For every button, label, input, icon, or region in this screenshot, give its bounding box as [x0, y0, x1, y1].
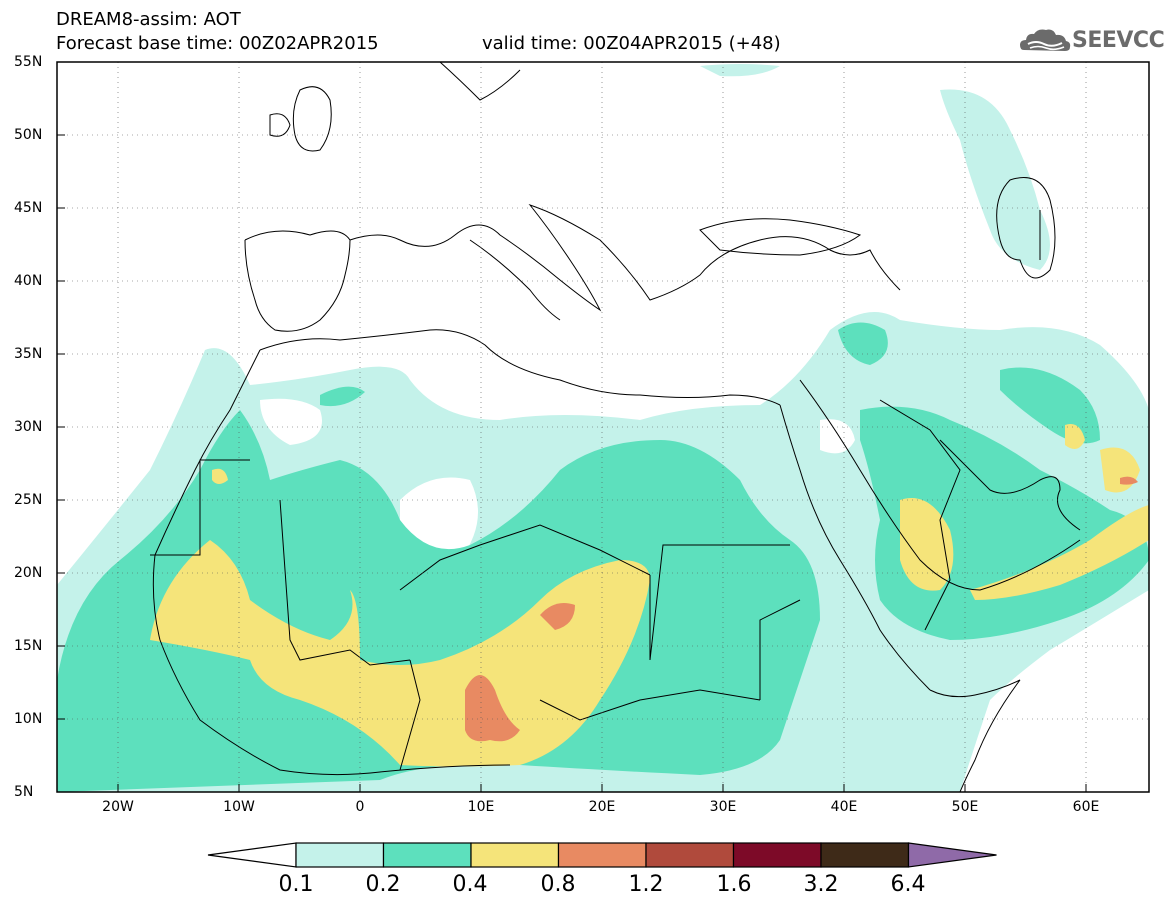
colorbar [207, 842, 997, 868]
lon-label: 10E [467, 799, 495, 815]
colorbar-box [557, 842, 647, 868]
lat-label: 15N [14, 638, 43, 654]
lat-label: 30N [14, 419, 43, 435]
aot-level-0.4 [1065, 424, 1085, 449]
lat-label: 5N [14, 784, 34, 800]
aot-level-0.8 [465, 675, 520, 742]
colorbar-arrow-high [907, 842, 997, 868]
lon-label: 20W [102, 799, 134, 815]
colorbar-label: 0.1 [278, 872, 314, 897]
aot-level-0.2 [320, 386, 365, 407]
aot-level-0.8 [1120, 476, 1138, 485]
logo-text: SEEVCCC [1072, 28, 1165, 53]
colorbar-box [470, 842, 560, 868]
lat-label: 40N [14, 273, 43, 289]
lat-label: 45N [14, 200, 43, 216]
lon-label: 30E [709, 799, 737, 815]
lon-label: 10W [223, 799, 255, 815]
lat-label: 55N [14, 54, 43, 70]
aot-level-0.2 [838, 322, 888, 365]
aot-level-0.2 [57, 410, 820, 792]
colorbar-box [820, 842, 910, 868]
valid-time: valid time: 00Z04APR2015 (+48) [482, 33, 781, 54]
colorbar-box [732, 842, 822, 868]
lon-label: 0 [355, 799, 365, 815]
map-title: DREAM8-assim: AOT [56, 9, 241, 30]
colorbar-arrow-low [207, 842, 297, 868]
aot-level-0.8 [540, 602, 575, 630]
coastlines [150, 62, 1081, 792]
aot-level-0.4 [212, 468, 228, 484]
colorbar-label: 0.2 [365, 872, 401, 897]
grid [57, 62, 1149, 792]
colorbar-box [295, 842, 385, 868]
colorbar-box [382, 842, 472, 868]
colorbar-label: 6.4 [890, 872, 926, 897]
seevccc-logo: SEEVCCC [1018, 24, 1165, 58]
lon-label: 40E [830, 799, 858, 815]
colorbar-label: 0.4 [452, 872, 488, 897]
aot-level-0.1 [700, 64, 780, 77]
cloud-icon [1020, 29, 1071, 51]
aot-level-0.4 [150, 540, 650, 767]
colorbar-box [645, 842, 735, 868]
lat-label: 10N [14, 711, 43, 727]
lon-label: 60E [1072, 799, 1100, 815]
lat-label: 25N [14, 492, 43, 508]
lon-label: 50E [951, 799, 979, 815]
lat-label: 20N [14, 565, 43, 581]
aot-level-0.2 [1000, 367, 1100, 444]
colorbar-label: 1.6 [716, 872, 752, 897]
lat-label: 35N [14, 346, 43, 362]
axis-ticks [57, 61, 1087, 792]
colorbar-label: 1.2 [628, 872, 664, 897]
aot-level-0.1 [940, 89, 1050, 270]
aot-level-0.4 [970, 505, 1149, 600]
colorbar-label: 3.2 [803, 872, 839, 897]
forecast-base-time: Forecast base time: 00Z02APR2015 [56, 33, 379, 54]
colorbar-label: 0.8 [540, 872, 576, 897]
lon-label: 20E [588, 799, 616, 815]
lat-label: 50N [14, 127, 43, 143]
